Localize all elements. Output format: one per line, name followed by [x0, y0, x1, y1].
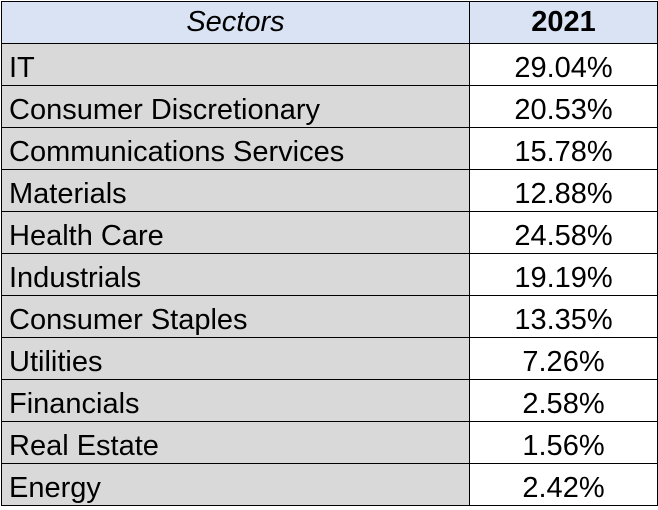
table-row: Health Care 24.58% — [1, 211, 658, 254]
sector-value-cell: 7.26% — [469, 337, 658, 380]
table-row: Consumer Discretionary 20.53% — [1, 85, 658, 128]
sector-name-cell: Utilities — [1, 337, 470, 380]
table-row: Real Estate 1.56% — [1, 421, 658, 464]
table-row: Financials 2.58% — [1, 379, 658, 422]
sector-name-cell: Financials — [1, 379, 470, 422]
table-row: Utilities 7.26% — [1, 337, 658, 380]
header-row: Sectors 2021 — [1, 1, 658, 44]
sector-value-cell: 13.35% — [469, 295, 658, 338]
sector-value-cell: 19.19% — [469, 253, 658, 296]
sector-value-cell: 20.53% — [469, 85, 658, 128]
sector-name-cell: Real Estate — [1, 421, 470, 464]
table-row: IT 29.04% — [1, 43, 658, 86]
sector-name-cell: Materials — [1, 169, 470, 212]
table-row: Consumer Staples 13.35% — [1, 295, 658, 338]
sector-name-cell: Industrials — [1, 253, 470, 296]
table-row: Materials 12.88% — [1, 169, 658, 212]
sector-value-cell: 29.04% — [469, 43, 658, 86]
sector-value-cell: 24.58% — [469, 211, 658, 254]
sector-name-cell: Communications Services — [1, 127, 470, 170]
sector-name-cell: IT — [1, 43, 470, 86]
sector-name-cell: Consumer Staples — [1, 295, 470, 338]
table-row: Industrials 19.19% — [1, 253, 658, 296]
sector-value-cell: 1.56% — [469, 421, 658, 464]
sector-value-cell: 2.58% — [469, 379, 658, 422]
sector-name-cell: Energy — [1, 463, 470, 506]
table-body: IT 29.04% Consumer Discretionary 20.53% Comm… — [1, 43, 658, 506]
sector-name-cell: Health Care — [1, 211, 470, 254]
table-row: Communications Services 15.78% — [1, 127, 658, 170]
sector-name-cell: Consumer Discretionary — [1, 85, 470, 128]
sector-value-cell: 2.42% — [469, 463, 658, 506]
column-header-sectors: Sectors — [1, 1, 470, 44]
sector-value-cell: 12.88% — [469, 169, 658, 212]
table-row: Energy 2.42% — [1, 463, 658, 506]
sector-value-cell: 15.78% — [469, 127, 658, 170]
column-header-year: 2021 — [469, 1, 658, 44]
